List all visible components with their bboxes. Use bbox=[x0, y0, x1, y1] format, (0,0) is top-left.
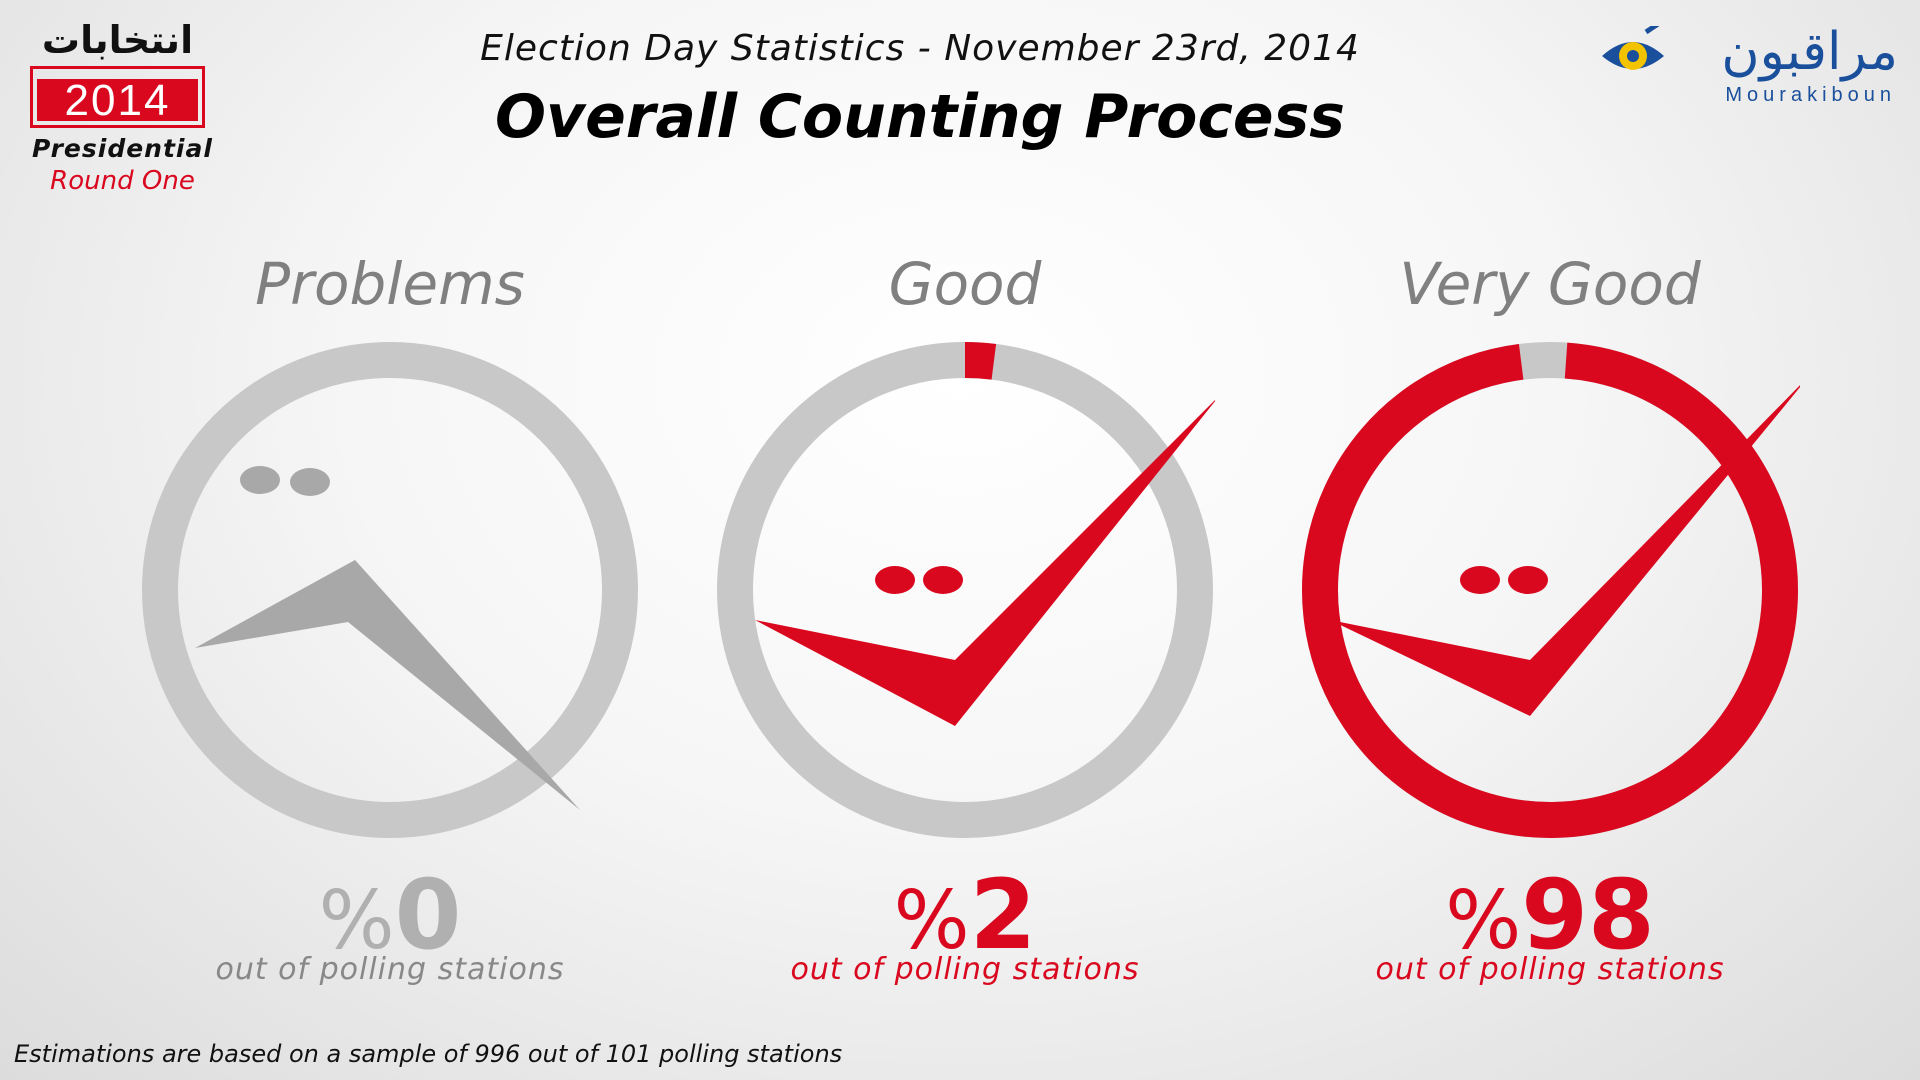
category-label: Good bbox=[888, 250, 1042, 318]
category-label: Very Good bbox=[1399, 250, 1701, 318]
caption-text: out of polling stations bbox=[1375, 952, 1725, 987]
value-label: %98 bbox=[1445, 859, 1655, 971]
logo-right-latin: Mourakiboun bbox=[1725, 84, 1896, 106]
checkmark-icon bbox=[195, 560, 580, 810]
chart-subtitle: Election Day Statistics - November 23rd,… bbox=[480, 28, 1360, 69]
mourakiboun-logo: مراقبون Mourakiboun bbox=[1598, 22, 1898, 112]
dot-left bbox=[240, 466, 280, 494]
value-label: %2 bbox=[893, 859, 1037, 971]
dot-left bbox=[875, 566, 915, 594]
checkmark-icon bbox=[755, 400, 1215, 726]
value-number: 0 bbox=[394, 859, 462, 971]
dot-right bbox=[290, 468, 330, 496]
panel-good: Good %2 out of polling stations bbox=[685, 250, 1245, 1010]
logo-year-box: 2014 bbox=[30, 66, 205, 128]
donut-value-arc bbox=[1302, 342, 1798, 838]
caption-text: out of polling stations bbox=[790, 952, 1140, 987]
donut-track bbox=[142, 342, 638, 838]
value-label: %0 bbox=[318, 859, 462, 971]
donut-problems bbox=[142, 342, 638, 838]
footnote: Estimations are based on a sample of 996… bbox=[14, 1040, 843, 1068]
donut-track bbox=[717, 342, 1213, 838]
logo-round: Round One bbox=[50, 166, 195, 196]
checkmark-icon bbox=[1330, 385, 1800, 716]
dot-right bbox=[923, 566, 963, 594]
panel-very-good: Very Good %98 out of polling stations bbox=[1270, 250, 1830, 1010]
donut-value-arc bbox=[964, 342, 997, 380]
logo-right-arabic: مراقبون bbox=[1721, 22, 1898, 82]
category-label: Problems bbox=[255, 250, 525, 318]
logo-year: 2014 bbox=[37, 79, 198, 123]
logo-arabic-text: انتخابات bbox=[41, 18, 194, 62]
panel-problems: Problems %0 out of polling stations bbox=[110, 250, 670, 1010]
caption-text: out of polling stations bbox=[215, 952, 565, 987]
dot-left bbox=[1460, 566, 1500, 594]
chart-title: Overall Counting Process bbox=[494, 82, 1346, 152]
logo-presidential: Presidential bbox=[32, 134, 213, 163]
donut-very-good bbox=[1302, 342, 1800, 838]
value-number: 2 bbox=[969, 859, 1037, 971]
eye-icon bbox=[1602, 26, 1664, 70]
value-number: 98 bbox=[1521, 859, 1655, 971]
donut-good bbox=[717, 342, 1215, 838]
dot-right bbox=[1508, 566, 1548, 594]
